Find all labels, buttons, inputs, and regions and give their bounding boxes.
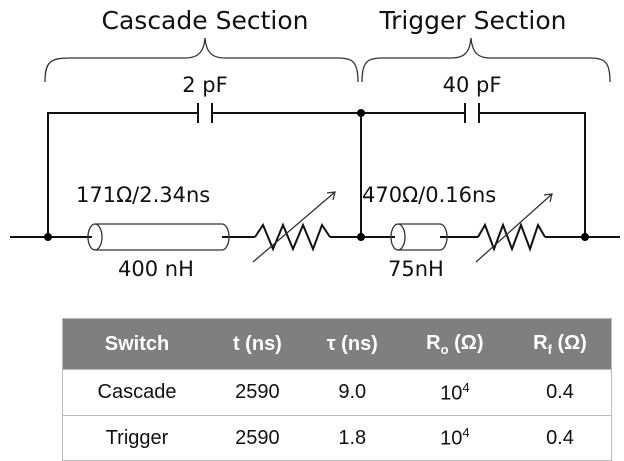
table-cell: 104 <box>400 415 509 461</box>
header-text: R <box>426 331 441 354</box>
header-cell: t (ns) <box>211 318 304 370</box>
header-cell: Ro (Ω) <box>400 318 509 370</box>
line-label: 470Ω/0.16ns <box>362 183 496 207</box>
table-cell: 1.8 <box>303 415 401 461</box>
variable-arrow <box>252 191 553 263</box>
inductance-label: 75nH <box>388 257 444 281</box>
cell-exponent: 4 <box>462 425 470 441</box>
node <box>44 109 589 241</box>
brace <box>44 37 359 83</box>
table-cell: Cascade <box>62 369 212 416</box>
cell-base: 10 <box>440 427 463 450</box>
table-cell: 2590 <box>211 415 304 461</box>
header-unit: (Ω) <box>454 331 484 354</box>
brace <box>361 37 611 83</box>
header-text: t (ns) <box>232 332 282 355</box>
header-subscript: f <box>547 341 552 357</box>
section-title: Trigger Section <box>378 6 566 35</box>
table-row: Cascade 2590 9.0 104 0.4 <box>62 369 612 416</box>
capacitor-label: 40 pF <box>443 73 502 97</box>
table-cell: Trigger <box>62 415 212 461</box>
table-cell: 0.4 <box>508 415 612 461</box>
switch-table: Switch t (ns) τ (ns) Ro (Ω) Rf (Ω) Cascade 25… <box>62 318 612 461</box>
table-cell: 0.4 <box>508 369 612 416</box>
header-unit: (Ω) <box>557 331 587 354</box>
header-cell: Switch <box>62 318 212 370</box>
header-row: Switch t (ns) τ (ns) Ro (Ω) Rf (Ω) <box>62 318 612 370</box>
resistor <box>477 222 546 252</box>
header-subscript: o <box>440 341 449 357</box>
transmission-line <box>87 223 448 251</box>
header-text: Switch <box>104 332 170 355</box>
capacitor-label: 2 pF <box>182 73 227 97</box>
section-title: Cascade Section <box>102 6 309 35</box>
header-cell: τ (ns) <box>303 318 401 370</box>
inductance-label: 400 nH <box>118 257 194 281</box>
header-cell: Rf (Ω) <box>508 318 612 370</box>
capacitor <box>197 103 480 123</box>
resistor <box>254 222 331 252</box>
header-text: τ (ns) <box>326 332 378 355</box>
cell-base: 10 <box>440 382 463 405</box>
table-cell: 2590 <box>211 369 304 416</box>
header-text: R <box>533 331 548 354</box>
table-cell: 104 <box>400 369 509 416</box>
cell-exponent: 4 <box>462 379 470 395</box>
table-cell: 9.0 <box>303 369 401 416</box>
circuit-diagram: Cascade Section Trigger Section 2 pF 40 … <box>10 6 620 281</box>
wire <box>47 112 586 237</box>
table-row: Trigger 2590 1.8 104 0.4 <box>62 415 612 461</box>
line-label: 171Ω/2.34ns <box>76 183 210 207</box>
